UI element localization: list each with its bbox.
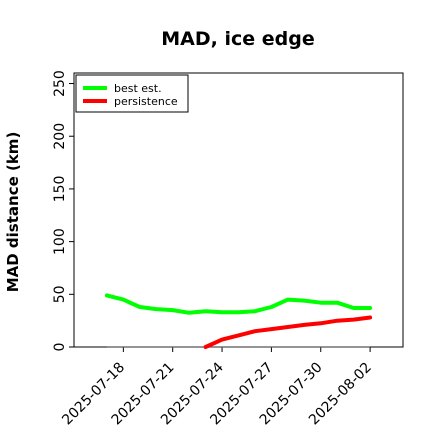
y-axis-label: MAD distance (km)	[4, 132, 22, 293]
y-axis: 0 50 100 150 200 250	[52, 70, 74, 351]
series-line-persistence	[203, 315, 373, 349]
series-layer	[104, 293, 373, 349]
legend: best est. persistence	[75, 74, 189, 113]
y-tick-label: 50	[52, 285, 68, 303]
series-line-best-est	[104, 293, 373, 315]
legend-box	[75, 74, 189, 113]
y-tick-label: 0	[52, 343, 68, 352]
y-tick-label: 250	[52, 70, 68, 97]
x-axis: 2025-07-182025-07-212025-07-242025-07-27…	[59, 347, 375, 428]
y-tick-label: 100	[52, 228, 68, 255]
y-tick-label: 200	[52, 123, 68, 150]
legend-label-best-est: best est.	[114, 82, 162, 95]
chart-title: MAD, ice edge	[161, 28, 314, 50]
y-tick-label: 150	[52, 176, 68, 203]
legend-label-persistence: persistence	[114, 95, 178, 108]
plot-frame	[73, 72, 404, 348]
